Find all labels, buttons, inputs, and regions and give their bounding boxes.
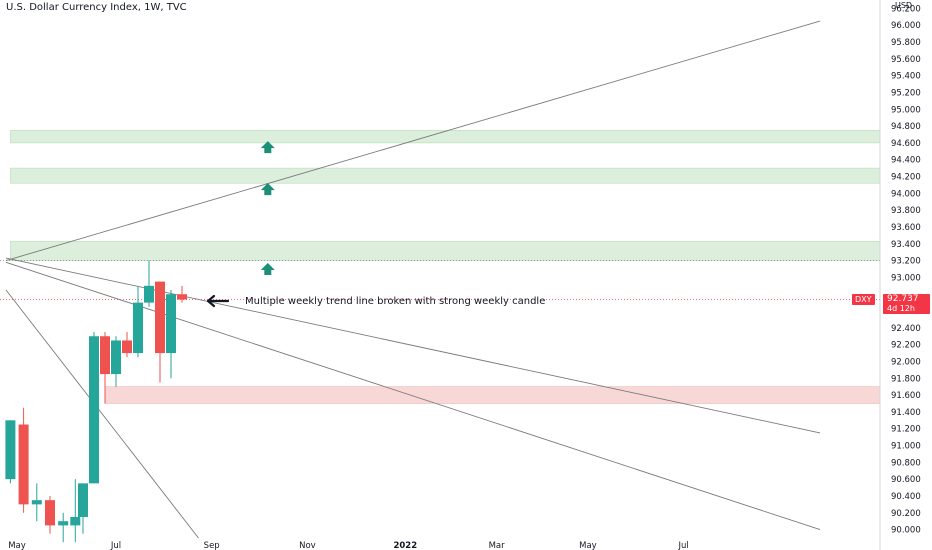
candle-4[interactable] [58, 512, 69, 543]
price-tick-label: 90.200 [891, 509, 921, 519]
candle-body [100, 336, 110, 375]
candle-2[interactable] [31, 483, 42, 522]
price-tick-label: 92.200 [891, 341, 921, 351]
candle-body [166, 294, 176, 354]
candle-body [177, 294, 187, 300]
price-tick-label: 91.000 [891, 442, 921, 452]
price-axis-bg [880, 0, 932, 550]
left-arrow-icon [206, 294, 230, 308]
price-tick-label: 93.200 [891, 257, 921, 267]
price-tick-label: 90.800 [891, 458, 921, 468]
up-arrow-icon-0 [260, 141, 275, 154]
candle-1[interactable] [18, 407, 29, 513]
price-tick-label: 93.400 [891, 240, 921, 250]
price-tick-label: 95.400 [891, 72, 921, 82]
candle-6[interactable] [78, 483, 88, 534]
price-tick-label: 96.000 [891, 21, 921, 31]
chart-title: U.S. Dollar Currency Index, 1W, TVC [6, 2, 187, 13]
trend-line-1 [5, 257, 821, 434]
last-price-tag[interactable]: 92.737 4d 12h [883, 294, 930, 314]
time-tick-label: 2022 [393, 541, 417, 550]
price-tick-label: 94.800 [891, 122, 921, 132]
price-tick-label: 95.000 [891, 105, 921, 115]
candle-body [5, 420, 16, 480]
symbol-tag[interactable]: DXY [852, 294, 875, 305]
candle-body [133, 302, 143, 354]
candle-5[interactable] [70, 479, 81, 543]
price-tick-label: 95.800 [891, 38, 921, 48]
time-tick-label: May [579, 541, 597, 550]
price-tick-label: 94.200 [891, 173, 921, 183]
candle-13[interactable] [155, 281, 165, 383]
price-tick-label: 93.000 [891, 273, 921, 283]
price-tick-label: 94.000 [891, 189, 921, 199]
price-tick-label: 91.800 [891, 374, 921, 384]
time-tick-label: Jul [110, 541, 121, 550]
candle-3[interactable] [45, 495, 55, 534]
price-tick-label: 94.400 [891, 156, 921, 166]
candle-10[interactable] [122, 332, 132, 358]
candle-body [70, 516, 81, 526]
price-tick-label: 95.600 [891, 55, 921, 65]
price-tick-label: 91.400 [891, 408, 921, 418]
price-tick-label: 91.600 [891, 391, 921, 401]
trend-line-3 [5, 289, 199, 539]
price-tick-label: 93.600 [891, 223, 921, 233]
candle-body [58, 521, 69, 526]
price-tick-label: 96.200 [891, 4, 921, 14]
time-tick-label: Sep [204, 541, 220, 550]
candle-body [155, 281, 165, 354]
candle-body [45, 500, 55, 526]
support-zone-3 [104, 386, 881, 404]
axis-unit-label: USD [895, 1, 913, 10]
candle-body [18, 424, 29, 505]
annotation-text: Multiple weekly trend line broken with s… [245, 296, 546, 307]
bar-countdown: 4d 12h [887, 304, 915, 313]
candle-11[interactable] [133, 285, 143, 358]
resistance-zone-0 [10, 129, 881, 144]
time-tick-label: Jul [677, 541, 688, 550]
candle-9[interactable] [111, 336, 121, 387]
candle-8[interactable] [100, 332, 110, 404]
candle-12[interactable] [144, 260, 154, 307]
price-tick-label: 94.600 [891, 139, 921, 149]
price-tick-label: 93.800 [891, 206, 921, 216]
resistance-zone-1 [10, 167, 881, 184]
trend-line-0 [5, 20, 821, 262]
candle-7[interactable] [89, 332, 99, 484]
time-tick-label: Nov [299, 541, 316, 550]
annotation-arrow-icon [206, 294, 230, 308]
candle-body [89, 336, 99, 484]
candle-body [78, 483, 88, 517]
time-tick-label: May [8, 541, 26, 550]
arrows-layer [260, 141, 275, 275]
price-axis[interactable]: 90.000 90.200 90.400 90.600 90.800 91.000 91.2… [879, 0, 932, 550]
candles-layer[interactable] [5, 260, 187, 543]
candle-body [144, 285, 154, 303]
price-tick-label: 95.200 [891, 88, 921, 98]
candle-0[interactable] [5, 420, 16, 484]
zones-layer [10, 129, 881, 404]
time-tick-label: Mar [489, 541, 506, 550]
last-price-value: 92.737 [887, 294, 919, 304]
up-arrow-icon-2 [260, 263, 275, 275]
price-tick-label: 92.000 [891, 357, 921, 367]
price-tick-label: 90.600 [891, 475, 921, 485]
price-tick-label: 90.000 [891, 526, 921, 536]
resistance-zone-2 [10, 240, 881, 261]
candle-14[interactable] [166, 290, 176, 379]
candle-15[interactable] [177, 285, 187, 303]
price-tick-label: 92.400 [891, 324, 921, 334]
price-tick-label: 91.200 [891, 425, 921, 435]
candle-body [31, 500, 42, 505]
up-arrow-icon-1 [260, 183, 275, 196]
time-axis[interactable]: May Jul Sep Nov 2022 Mar May Jul [0, 538, 880, 550]
candle-body [111, 340, 121, 375]
trend-lines-layer [0, 20, 880, 539]
candle-body [122, 340, 132, 354]
price-tick-label: 90.400 [891, 492, 921, 502]
